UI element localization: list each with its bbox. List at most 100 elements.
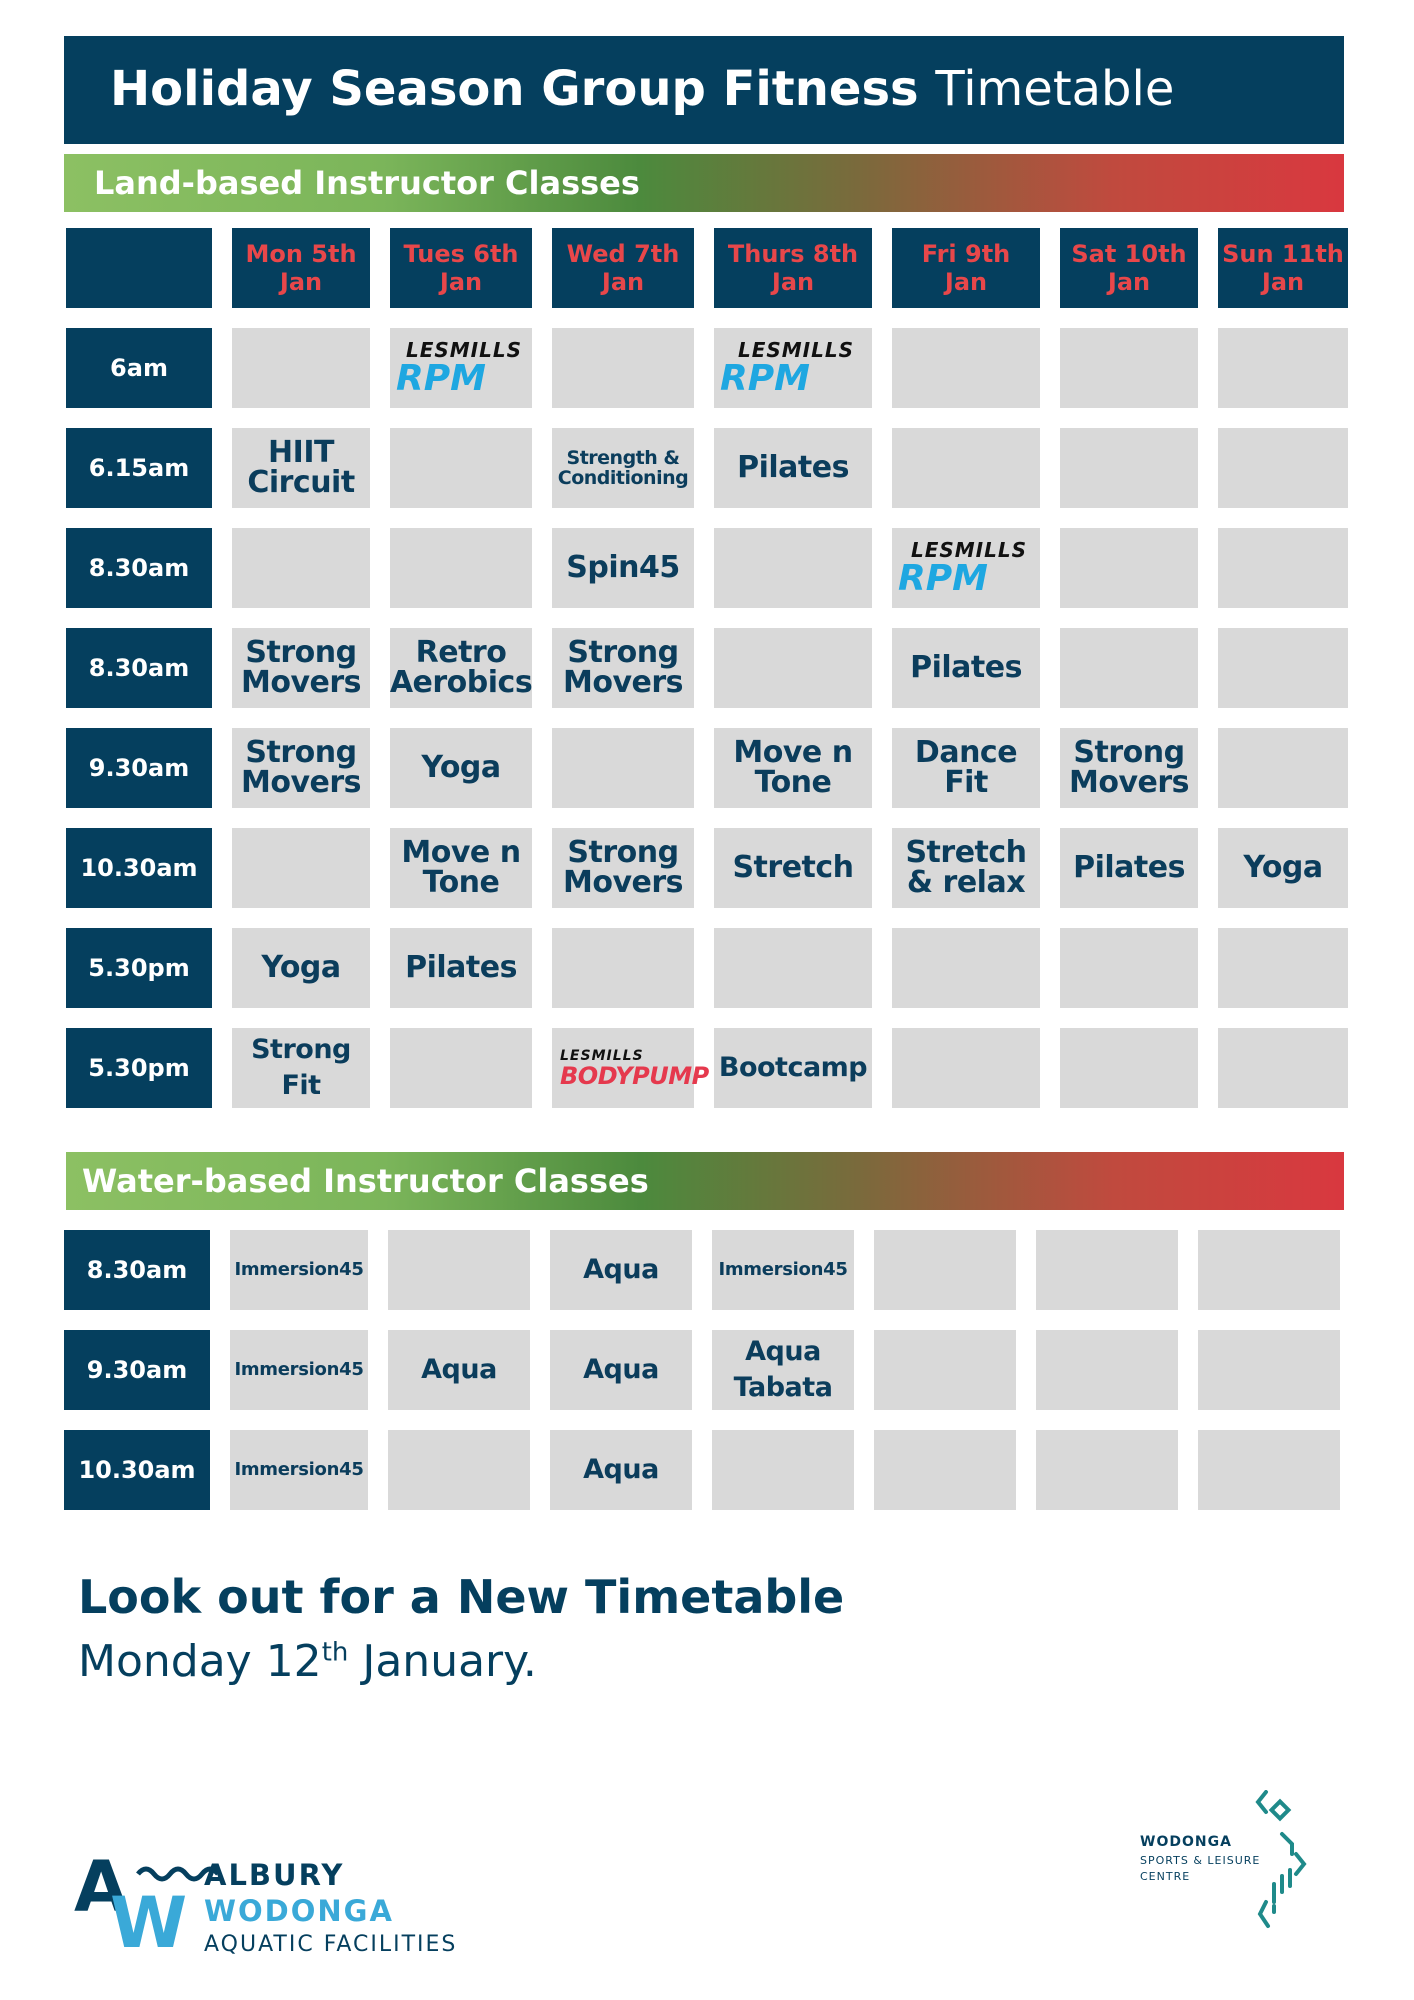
day-header-line2: Jan [279,268,323,296]
class-cell: Pilates [892,628,1040,708]
right-logo-line1: WODONGA [1140,1834,1232,1850]
logo-mark-a: A [74,1846,128,1928]
empty-cell [892,928,1040,1008]
land-section-bar: Land-based Instructor Classes [64,154,1344,212]
footer-heading: Look out for a New Timetable [78,1570,845,1624]
class-name-line: Strong [1073,735,1185,770]
footer-sub-before: Monday 12 [78,1636,322,1687]
class-name-line: Strong [245,735,357,770]
class-name-line: Move n [401,835,521,870]
class-name-line: Strong [245,635,357,670]
class-cell: LESMILLS RPM [892,528,1040,608]
class-name-line: HIIT [268,435,334,470]
class-name-line: Movers [562,865,684,900]
empty-cell [874,1230,1016,1310]
class-name-line: Tabata [733,1372,833,1403]
class-cell: Immersion45 [230,1330,368,1410]
empty-cell [1060,628,1198,708]
class-name-line: Bootcamp [718,1052,868,1083]
time-slot: 9.30am [66,728,212,808]
class-name-line: Strong [567,835,679,870]
water-section-bar: Water-based Instructor Classes [66,1152,1344,1210]
day-header-line1: Wed 7th [566,240,680,268]
page-title: Holiday Season Group Fitness Timetable [110,54,1174,124]
class-cell: Strength & Conditioning [552,428,694,508]
class-cell: LESMILLS RPM [714,328,872,408]
footer-sub-sup: th [321,1637,349,1668]
class-name-line: Conditioning [557,467,689,489]
class-cell: HIIT Circuit [232,428,370,508]
empty-cell [1218,728,1348,808]
empty-cell [1218,928,1348,1008]
empty-cell [1218,1028,1348,1108]
class-cell: Bootcamp [714,1028,872,1108]
water-section-title: Water-based Instructor Classes [82,1162,649,1200]
empty-cell [892,328,1040,408]
day-header: Wed 7th Jan [552,228,694,308]
empty-cell [1060,528,1198,608]
class-name-line: Movers [1068,765,1190,800]
class-cell: Move n Tone [714,728,872,808]
class-name-line: Movers [240,665,362,700]
class-cell: Pilates [714,428,872,508]
class-name-line: & relax [906,865,1026,900]
lesmills-program: RPM [898,558,988,599]
class-cell: Spin45 [552,528,694,608]
empty-cell [1218,428,1348,508]
title-light: Timetable [935,61,1175,117]
empty-cell [1060,428,1198,508]
footer-sub-after: January. [348,1636,537,1687]
class-cell: Strong Movers [232,728,370,808]
lesmills-brand: LESMILLS [910,538,1028,562]
day-header-line1: Fri 9th [921,240,1011,268]
class-cell: Yoga [232,928,370,1008]
class-name-line: Stretch [732,850,854,885]
class-name-line: Immersion45 [234,1359,364,1380]
title-bar [64,36,1344,144]
footer-subheading: Monday 12th January. [78,1636,537,1687]
class-cell: Immersion45 [712,1230,854,1310]
class-name-line: Spin45 [566,550,680,585]
class-cell: Stretch [714,828,872,908]
albury-wodonga-logo: A W ALBURY WODONGA AQUATIC FACILITIES [74,1852,494,1972]
day-header-line1: Sat 10th [1071,240,1187,268]
day-header-line1: Sun 11th [1222,240,1344,268]
lesmills-program: RPM [396,358,486,399]
class-name-line: Pilates [910,650,1022,685]
class-cell: Pilates [1060,828,1198,908]
empty-cell [1036,1330,1178,1410]
day-header-line2: Jan [439,268,483,296]
empty-cell [1218,528,1348,608]
empty-cell [1218,628,1348,708]
class-cell: Strong Fit [232,1028,370,1108]
empty-cell [552,728,694,808]
empty-cell [390,528,532,608]
time-slot: 5.30pm [66,928,212,1008]
day-header-line2: Jan [601,268,645,296]
time-slot: 8.30am [66,628,212,708]
logo-mark-w: W [110,1882,187,1964]
class-name-line: Movers [562,665,684,700]
day-header: Sun 11th Jan [1218,228,1348,308]
class-cell: Yoga [1218,828,1348,908]
day-header: Sat 10th Jan [1060,228,1198,308]
class-name-line: Aqua [583,1254,659,1285]
class-name-line: Movers [240,765,362,800]
class-name-line: Pilates [737,450,849,485]
class-cell: Aqua [388,1330,530,1410]
class-name-line: Aqua [421,1354,497,1385]
class-name-line: Yoga [421,750,501,785]
day-header: Thurs 8th Jan [714,228,872,308]
time-slot: 6am [66,328,212,408]
right-logo-line3: CENTRE [1140,1870,1191,1883]
empty-cell [232,828,370,908]
wodonga-sports-logo: WODONGA SPORTS & LEISURE CENTRE [1140,1790,1340,1950]
day-header: Fri 9th Jan [892,228,1040,308]
day-header: Mon 5th Jan [232,228,370,308]
empty-cell [232,328,370,408]
logo-line2: WODONGA [204,1894,394,1928]
class-name-line: Immersion45 [718,1259,848,1280]
empty-cell [552,928,694,1008]
land-section-title: Land-based Instructor Classes [94,164,640,202]
time-slot: 10.30am [66,828,212,908]
